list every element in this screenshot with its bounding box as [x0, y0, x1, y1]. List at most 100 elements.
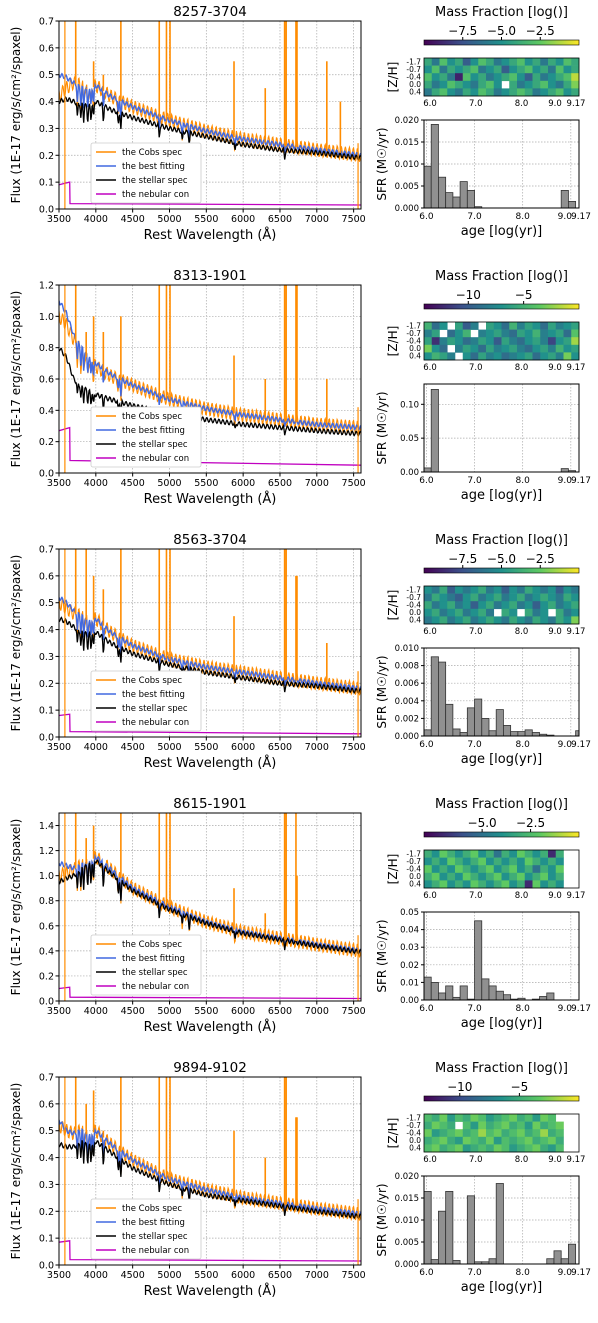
heatmap-y-tick: -0.7	[406, 329, 421, 338]
sfr-y-label: SFR (M☉/yr)	[375, 655, 389, 728]
heatmap-cell	[424, 616, 433, 625]
heatmap-cell	[478, 616, 487, 625]
sfr-bar	[481, 978, 490, 1001]
heatmap-cell	[424, 601, 433, 610]
sfr-bar	[495, 1183, 504, 1265]
heatmap-cell	[509, 80, 518, 89]
heatmap-frame	[423, 1113, 580, 1153]
y-tick-label: 0.6	[39, 43, 54, 54]
sfr-y-tick: 0.004	[395, 697, 419, 707]
heatmap-cell	[540, 65, 549, 74]
x-tick-label: 6000	[231, 742, 255, 753]
heatmap-cell	[424, 1136, 433, 1145]
heatmap-cell	[555, 850, 564, 858]
heatmap-cell	[455, 880, 464, 889]
heatmap-cell	[470, 593, 479, 602]
x-tick-label: 4500	[121, 478, 145, 489]
heatmap-cell	[548, 322, 557, 330]
sfr-panel: 0.000 0.005 0.010 0.015 0.020 6.0 7.0 8.0 9.09.1…	[375, 1172, 591, 1295]
heatmap-cell	[563, 322, 572, 330]
y-tick-label: 0.5	[39, 598, 54, 609]
heatmap-cell	[532, 322, 541, 330]
heatmap-cell	[509, 601, 518, 610]
sfr-y-tick: 0.010	[395, 644, 419, 654]
heatmap-cell	[431, 857, 440, 866]
heatmap-cell	[555, 73, 564, 82]
x-tick-label: 5500	[194, 214, 218, 225]
heatmap-cell	[509, 608, 518, 617]
sfr-y-tick: 0.000	[395, 732, 419, 742]
series-line-3	[59, 347, 361, 437]
heatmap-cell	[424, 593, 433, 602]
x-tick-label: 3500	[47, 214, 71, 225]
chart-title: 8563-3704	[173, 532, 247, 548]
heatmap-cell	[486, 344, 495, 353]
heatmap-cell	[462, 337, 471, 346]
y-tick-label: 0.7	[39, 1073, 54, 1084]
sfr-bar	[445, 192, 454, 209]
heatmap-cell	[439, 1136, 448, 1145]
heatmap-cell	[470, 1136, 479, 1145]
heatmap-cell	[424, 1129, 433, 1138]
heatmap-cell	[532, 616, 541, 625]
heatmap-cell	[548, 880, 557, 889]
spectrum-panel: 3500 4000 4500 5000 5500 6000 6500 7000 7500 0.0 0…	[9, 796, 366, 1035]
x-tick-label: 6000	[231, 214, 255, 225]
sfr-bar	[438, 992, 447, 1001]
heatmap-cell	[540, 1129, 549, 1138]
heatmap-cell	[424, 73, 433, 82]
x-tick-label: 6500	[268, 742, 292, 753]
heatmap-cell	[486, 329, 495, 338]
series-line-3	[59, 616, 361, 695]
heatmap-cell	[439, 593, 448, 602]
heatmap-x-tick: 8.0	[515, 627, 529, 637]
heatmap-cell	[431, 616, 440, 625]
heatmap-cell	[470, 857, 479, 866]
sfr-y-tick: 0.000	[395, 204, 419, 214]
heatmap-cell	[431, 850, 440, 858]
sfr-x-tick: 7.0	[467, 212, 482, 222]
sfr-y-tick: 0.00	[400, 468, 419, 478]
heatmap-cell	[509, 352, 518, 361]
heatmap-cell	[493, 329, 502, 338]
heatmap-cell	[532, 88, 541, 97]
legend-label: the Cobs spec	[122, 412, 182, 422]
heatmap-cell	[493, 1136, 502, 1145]
legend-label: the nebular con	[122, 982, 189, 992]
x-tick-label: 5500	[194, 1270, 218, 1281]
y-tick-label: 0.0	[39, 205, 54, 216]
sfr-bar	[539, 996, 548, 1001]
sfr-x-tick: 9.17	[571, 740, 591, 750]
series-line-2	[59, 596, 361, 692]
heatmap-x-tick: 8.0	[515, 1155, 529, 1165]
x-tick-label: 3500	[47, 742, 71, 753]
legend-label: the stellar spec	[122, 176, 188, 186]
y-tick-label: 1.0	[39, 871, 54, 882]
heatmap-y-tick: 0.4	[409, 616, 421, 625]
heatmap-cell	[431, 608, 440, 617]
sfr-y-tick: 0.05	[400, 434, 419, 444]
heatmap-cell	[478, 857, 487, 866]
heatmap-y-tick: -1.7	[406, 1113, 421, 1122]
x-tick-label: 5000	[157, 214, 181, 225]
colorbar-tick-label: −2.5	[526, 552, 555, 566]
heatmap-cell	[493, 88, 502, 97]
heatmap-cell	[447, 329, 456, 338]
heatmap-cell	[470, 608, 479, 617]
heatmap-cell	[509, 1129, 518, 1138]
heatmap-cell	[478, 58, 487, 66]
legend: the Cobs spec the best fitting the stellar…	[90, 934, 202, 996]
heatmap-cell	[424, 322, 433, 330]
heatmap-cell	[532, 1144, 541, 1153]
heatmap-cell	[563, 608, 572, 617]
heatmap-cell	[540, 608, 549, 617]
heatmap-cell	[532, 593, 541, 602]
heatmap-cell	[493, 1129, 502, 1138]
heatmap-y-tick: -0.4	[406, 601, 421, 610]
sfr-bar	[517, 731, 526, 737]
heatmap-cell	[462, 1129, 471, 1138]
heatmap-x-tick: 9.17	[567, 1155, 586, 1165]
heatmap-cell	[517, 593, 526, 602]
heatmap-cell	[439, 322, 448, 330]
heatmap-x-tick: 8.0	[515, 891, 529, 901]
